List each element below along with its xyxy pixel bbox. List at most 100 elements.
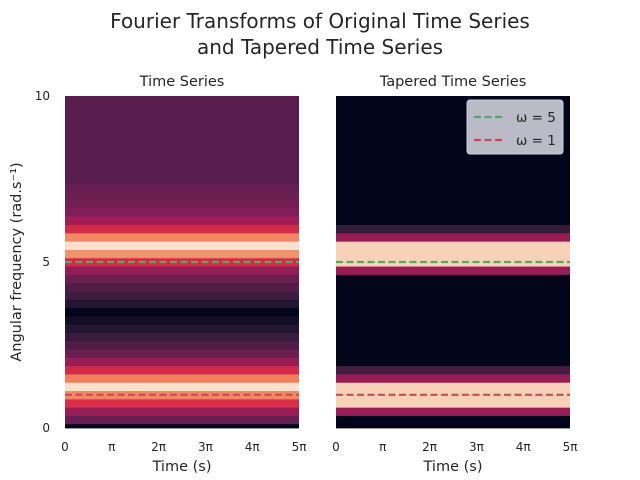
heatmap-band bbox=[336, 407, 570, 416]
heatmap-band bbox=[336, 183, 570, 192]
heatmap-band bbox=[336, 100, 570, 109]
heatmap-band bbox=[65, 266, 299, 275]
x-tick-label: π bbox=[108, 440, 115, 454]
heatmap-band bbox=[336, 191, 570, 201]
heatmap-band bbox=[65, 374, 299, 383]
panel-2-x-axis-label: Time (s) bbox=[423, 459, 483, 475]
heatmap-band bbox=[65, 100, 299, 109]
heatmap-band bbox=[65, 174, 299, 184]
heatmap-band bbox=[65, 216, 299, 226]
heatmap-band bbox=[336, 125, 570, 134]
chart-title-line-2: and Tapered Time Series bbox=[197, 35, 443, 59]
heatmap-band bbox=[65, 332, 299, 342]
legend-label-omega-1: ω = 1 bbox=[516, 133, 556, 149]
y-tick-label: 10 bbox=[35, 89, 50, 103]
heatmap-band bbox=[65, 125, 299, 134]
y-tick-label: 5 bbox=[42, 255, 50, 269]
x-tick-label: 4π bbox=[516, 440, 531, 454]
heatmap-band bbox=[65, 108, 299, 118]
heatmap-band bbox=[336, 357, 570, 367]
heatmap-band bbox=[336, 141, 570, 151]
heatmap-band bbox=[336, 423, 570, 429]
heatmap-band bbox=[336, 266, 570, 275]
x-tick-label: 2π bbox=[422, 440, 437, 454]
heatmap-band bbox=[65, 291, 299, 300]
x-tick-label: 0 bbox=[61, 440, 69, 454]
x-tick-label: 2π bbox=[151, 440, 166, 454]
heatmap-band bbox=[336, 116, 570, 126]
x-tick-label: π bbox=[379, 440, 386, 454]
x-tick-label: 5π bbox=[563, 440, 578, 454]
heatmap-band bbox=[65, 357, 299, 367]
heatmap-band bbox=[65, 307, 299, 317]
legend: ω = 5 ω = 1 bbox=[466, 99, 564, 155]
x-tick-label: 0 bbox=[332, 440, 340, 454]
heatmap-band bbox=[65, 232, 299, 242]
y-tick-label: 0 bbox=[42, 421, 50, 435]
heatmap-panel-1 bbox=[65, 96, 299, 429]
heatmap-panels bbox=[65, 96, 570, 429]
heatmap-band bbox=[65, 208, 299, 217]
heatmap-panel-2 bbox=[336, 96, 570, 429]
y-axis-label: Angular frequency (rad.s⁻¹) bbox=[9, 162, 25, 361]
heatmap-band bbox=[65, 199, 299, 209]
heatmap-band bbox=[336, 415, 570, 425]
heatmap-band bbox=[336, 241, 570, 250]
heatmap-band bbox=[65, 133, 299, 143]
x-tick-label: 4π bbox=[245, 440, 260, 454]
chart-title-line-1: Fourier Transforms of Original Time Seri… bbox=[110, 9, 530, 33]
heatmap-band bbox=[65, 407, 299, 416]
heatmap-band bbox=[336, 332, 570, 342]
heatmap-band bbox=[65, 149, 299, 159]
heatmap-band bbox=[65, 282, 299, 292]
heatmap-band bbox=[65, 241, 299, 250]
heatmap-band bbox=[336, 398, 570, 408]
heatmap-band bbox=[336, 208, 570, 217]
heatmap-band bbox=[65, 141, 299, 151]
heatmap-band bbox=[336, 365, 570, 375]
heatmap-band bbox=[336, 232, 570, 242]
heatmap-band bbox=[336, 216, 570, 226]
heatmap-band bbox=[336, 291, 570, 300]
heatmap-band bbox=[65, 398, 299, 408]
x-tick-label: 5π bbox=[292, 440, 307, 454]
panel-2-title: Tapered Time Series bbox=[379, 74, 527, 90]
heatmap-band bbox=[65, 158, 299, 167]
heatmap-band bbox=[336, 133, 570, 143]
heatmap-band bbox=[65, 116, 299, 126]
heatmap-band bbox=[65, 166, 299, 176]
panel-1-title: Time Series bbox=[139, 74, 225, 90]
axis-ticks: 0 π 2π 3π 4π 5π 0 π 2π 3π 4π 5π 0 5 10 bbox=[35, 89, 578, 454]
heatmap-band bbox=[65, 96, 299, 101]
heatmap-band bbox=[336, 174, 570, 184]
heatmap-band bbox=[336, 96, 570, 101]
heatmap-band bbox=[336, 224, 570, 234]
heatmap-band bbox=[65, 324, 299, 333]
heatmap-band bbox=[336, 158, 570, 167]
legend-label-omega-5: ω = 5 bbox=[516, 110, 556, 126]
heatmap-band bbox=[65, 349, 299, 358]
heatmap-band bbox=[65, 340, 299, 350]
panel-1-x-axis-label: Time (s) bbox=[152, 459, 212, 475]
heatmap-band bbox=[336, 149, 570, 159]
heatmap-band bbox=[65, 423, 299, 429]
heatmap-band bbox=[65, 382, 299, 392]
heatmap-band bbox=[336, 340, 570, 350]
heatmap-band bbox=[65, 191, 299, 201]
heatmap-band bbox=[65, 249, 299, 259]
heatmap-band bbox=[336, 349, 570, 358]
heatmap-band bbox=[336, 249, 570, 259]
heatmap-band bbox=[336, 315, 570, 325]
heatmap-band bbox=[336, 166, 570, 176]
heatmap-band bbox=[336, 282, 570, 292]
heatmap-band bbox=[65, 183, 299, 192]
heatmap-band bbox=[336, 108, 570, 118]
x-tick-label: 3π bbox=[469, 440, 484, 454]
heatmap-band bbox=[336, 382, 570, 392]
heatmap-band bbox=[336, 307, 570, 317]
heatmap-band bbox=[336, 374, 570, 383]
heatmap-band bbox=[336, 199, 570, 209]
heatmap-band bbox=[336, 299, 570, 309]
